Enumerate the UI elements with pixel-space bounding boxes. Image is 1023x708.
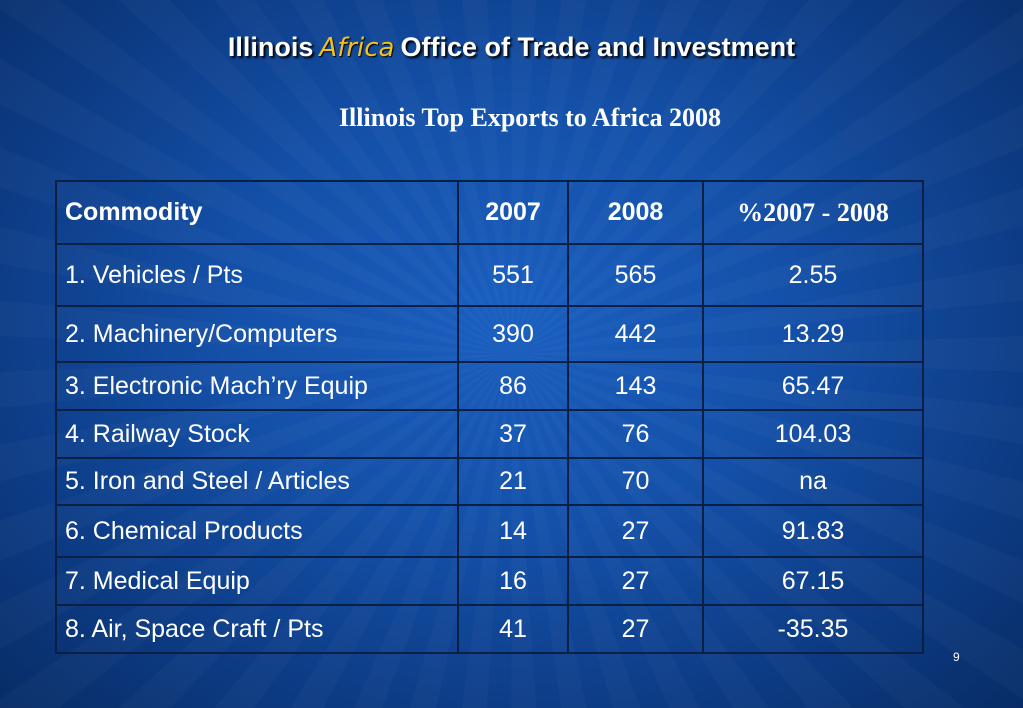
value-2008-cell: 565 [567,243,704,307]
commodity-cell: 7. Medical Equip [55,556,459,606]
commodity-cell: 2. Machinery/Computers [55,305,459,363]
value-2007-cell: 16 [457,556,569,606]
value-2007-cell: 551 [457,243,569,307]
percent-change-cell: 67.15 [702,556,924,606]
value-2007-cell: 37 [457,409,569,459]
table-row: 6. Chemical Products 14 27 91.83 [55,504,924,558]
table-row: 3. Electronic Mach’ry Equip 86 143 65.47 [55,361,924,411]
percent-change-cell: -35.35 [702,604,924,654]
commodity-cell: 8. Air, Space Craft / Pts [55,604,459,654]
percent-change-cell: na [702,457,924,506]
value-2008-cell: 70 [567,457,704,506]
value-2008-cell: 27 [567,556,704,606]
percent-change-cell: 2.55 [702,243,924,307]
percent-change-cell: 13.29 [702,305,924,363]
value-2008-cell: 76 [567,409,704,459]
header-commodity: Commodity [55,180,459,245]
commodity-cell: 4. Railway Stock [55,409,459,459]
value-2008-cell: 27 [567,604,704,654]
table-row: 8. Air, Space Craft / Pts 41 27 -35.35 [55,604,924,654]
table-row: 5. Iron and Steel / Articles 21 70 na [55,457,924,506]
percent-change-cell: 65.47 [702,361,924,411]
header-2007: 2007 [457,180,569,245]
header-percent-change: %2007 - 2008 [702,180,924,245]
commodity-cell: 1. Vehicles / Pts [55,243,459,307]
page-number: 9 [953,650,960,664]
title-office: Office of Trade and Investment [400,32,796,62]
commodity-cell: 6. Chemical Products [55,504,459,558]
value-2008-cell: 143 [567,361,704,411]
table-row: 7. Medical Equip 16 27 67.15 [55,556,924,606]
table-header-row: Commodity 2007 2008 %2007 - 2008 [55,180,924,245]
value-2007-cell: 41 [457,604,569,654]
slide-title: Illinois Africa Office of Trade and Invest… [0,32,1023,63]
value-2007-cell: 14 [457,504,569,558]
commodity-cell: 5. Iron and Steel / Articles [55,457,459,506]
commodity-cell: 3. Electronic Mach’ry Equip [55,361,459,411]
table-row: 2. Machinery/Computers 390 442 13.29 [55,305,924,363]
table-row: 1. Vehicles / Pts 551 565 2.55 [55,243,924,307]
value-2007-cell: 86 [457,361,569,411]
value-2008-cell: 442 [567,305,704,363]
slide-subtitle: Illinois Top Exports to Africa 2008 [338,103,722,132]
value-2007-cell: 21 [457,457,569,506]
title-illinois: Illinois [227,32,314,62]
table-row: 4. Railway Stock 37 76 104.03 [55,409,924,459]
percent-change-cell: 104.03 [702,409,924,459]
exports-table: Commodity 2007 2008 %2007 - 2008 1. Vehi… [55,180,924,654]
title-africa-logo: Africa [319,33,395,63]
percent-change-cell: 91.83 [702,504,924,558]
value-2007-cell: 390 [457,305,569,363]
header-2008: 2008 [567,180,704,245]
value-2008-cell: 27 [567,504,704,558]
